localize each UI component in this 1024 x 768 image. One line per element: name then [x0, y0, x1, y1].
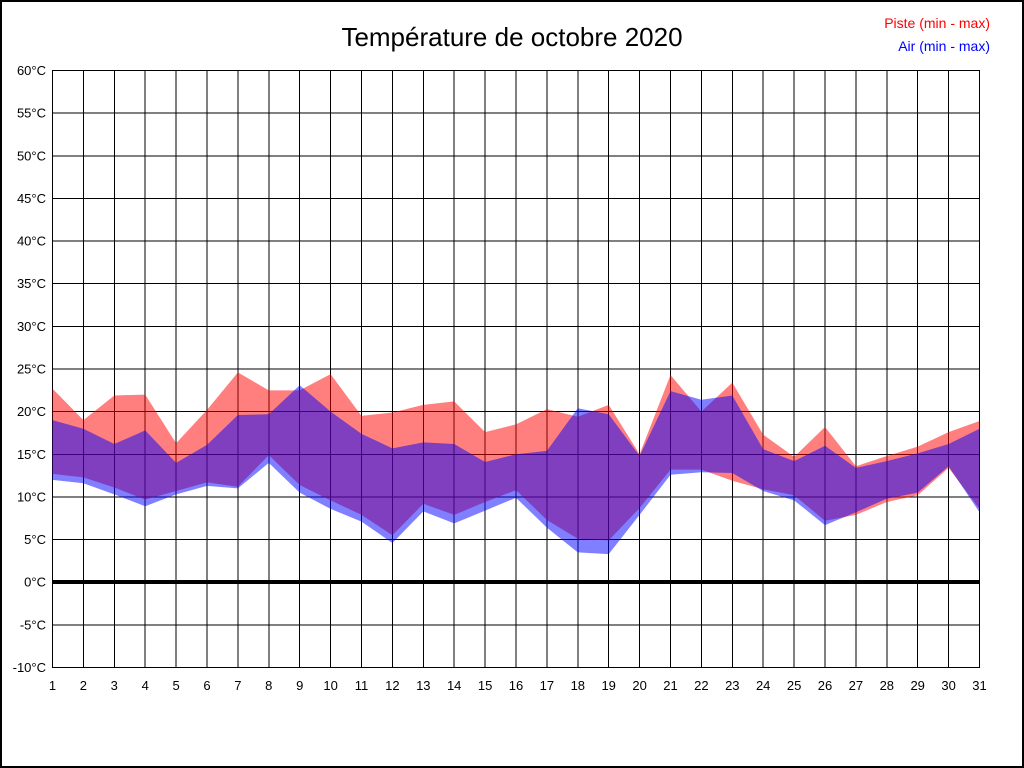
x-tick-label: 4: [142, 678, 149, 693]
legend-item-air: Air (min - max): [898, 38, 990, 54]
y-tick-label: 25°C: [17, 362, 46, 377]
y-tick-label: 20°C: [17, 404, 46, 419]
x-tick-label: 1: [49, 678, 56, 693]
legend-item-piste: Piste (min - max): [884, 15, 990, 31]
x-tick-label: 6: [203, 678, 210, 693]
y-tick-label: 35°C: [17, 276, 46, 291]
x-tick-label: 7: [234, 678, 241, 693]
y-tick-label: 15°C: [17, 447, 46, 462]
x-tick-label: 19: [601, 678, 615, 693]
y-tick-label: -10°C: [13, 660, 46, 675]
air-minmax-band: [52, 385, 980, 555]
x-tick-label: 15: [478, 678, 492, 693]
y-tick-label: 10°C: [17, 489, 46, 504]
grid: [52, 70, 980, 668]
x-tick-label: 14: [447, 678, 461, 693]
x-tick-label: 21: [663, 678, 677, 693]
x-tick-label: 27: [849, 678, 863, 693]
legend: Piste (min - max) Air (min - max): [884, 12, 990, 58]
x-tick-label: 9: [296, 678, 303, 693]
x-tick-label: 20: [632, 678, 646, 693]
x-tick-label: 12: [385, 678, 399, 693]
y-tick-label: 50°C: [17, 148, 46, 163]
x-tick-label: 23: [725, 678, 739, 693]
x-tick-label: 30: [941, 678, 955, 693]
x-tick-label: 22: [694, 678, 708, 693]
x-tick-label: 13: [416, 678, 430, 693]
x-tick-label: 31: [972, 678, 986, 693]
x-tick-label: 18: [571, 678, 585, 693]
x-tick-label: 16: [509, 678, 523, 693]
y-tick-label: -5°C: [20, 617, 46, 632]
x-tick-label: 2: [80, 678, 87, 693]
x-tick-label: 10: [323, 678, 337, 693]
x-tick-label: 8: [265, 678, 272, 693]
x-tick-label: 17: [540, 678, 554, 693]
plot-frame: [52, 70, 980, 668]
x-tick-label: 5: [172, 678, 179, 693]
y-tick-label: 0°C: [24, 575, 46, 590]
x-tick-label: 24: [756, 678, 770, 693]
x-tick-label: 3: [111, 678, 118, 693]
y-tick-label: 55°C: [17, 106, 46, 121]
y-tick-label: 60°C: [17, 63, 46, 78]
axis-labels: 60°C55°C50°C45°C40°C35°C30°C25°C20°C15°C…: [13, 63, 987, 693]
y-tick-label: 30°C: [17, 319, 46, 334]
x-tick-label: 26: [818, 678, 832, 693]
chart-title: Température de octobre 2020: [341, 22, 683, 52]
y-tick-label: 40°C: [17, 234, 46, 249]
y-tick-label: 45°C: [17, 191, 46, 206]
x-tick-label: 29: [910, 678, 924, 693]
y-tick-label: 5°C: [24, 532, 46, 547]
x-tick-label: 25: [787, 678, 801, 693]
x-tick-label: 11: [355, 678, 369, 693]
x-tick-label: 28: [880, 678, 894, 693]
